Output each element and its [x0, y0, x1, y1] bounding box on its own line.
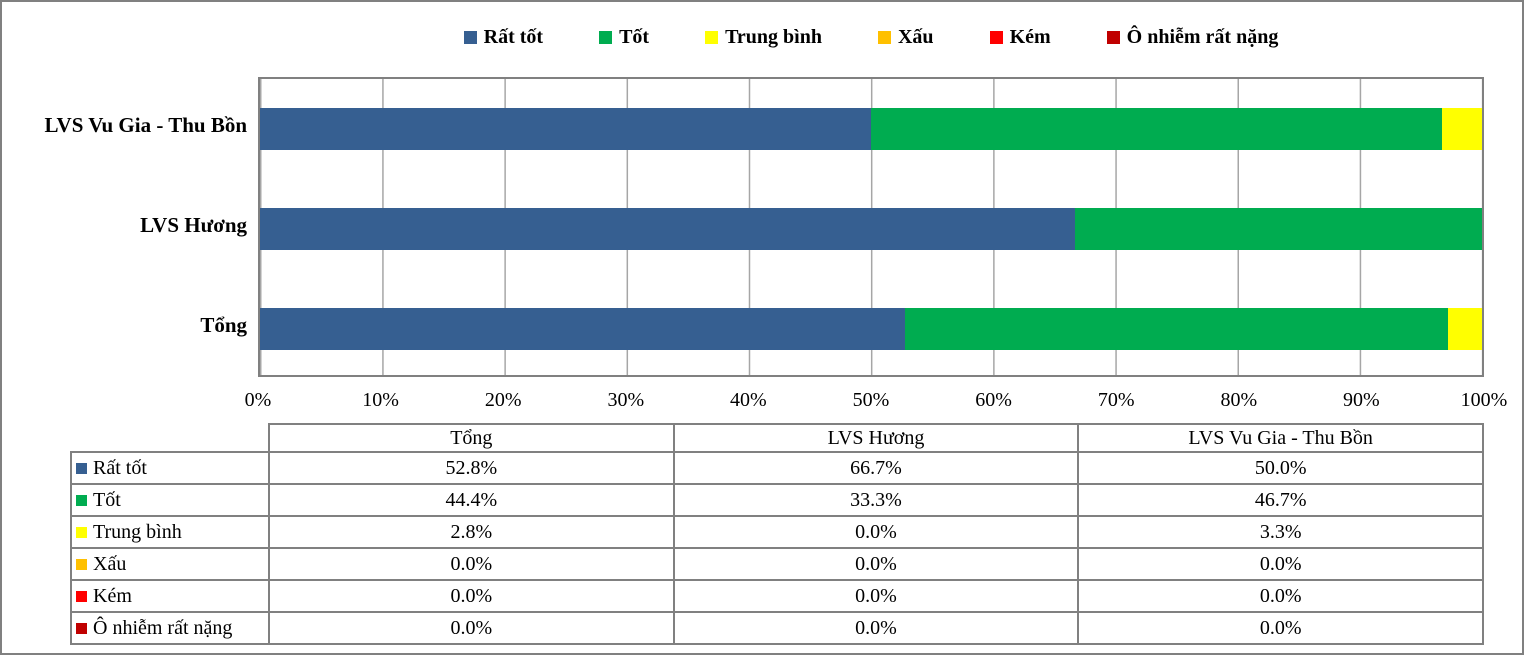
y-category-label: LVS Hương	[140, 213, 247, 237]
x-tick-label: 30%	[607, 389, 645, 411]
table-value-cell: 46.7%	[1077, 483, 1484, 517]
table-value-cell: 0.0%	[268, 579, 675, 613]
x-tick-label: 50%	[852, 389, 890, 411]
plot-area	[258, 77, 1484, 377]
table-value-cell: 0.0%	[672, 579, 1080, 613]
table-row-label-cell: Xấu	[70, 547, 270, 581]
table-header: Tổng LVS Hương LVS Vu Gia - Thu Bồn	[71, 423, 1484, 453]
row-swatch-icon	[76, 622, 87, 634]
table-row: Trung bình 2.8% 0.0% 3.3%	[70, 515, 1484, 549]
table-body: Rất tốt 52.8% 66.7% 50.0% Tốt 44.4% 33.3% 46.7%…	[70, 451, 1484, 645]
bar-segment	[1441, 108, 1482, 150]
table-value-cell: 0.0%	[1077, 611, 1484, 645]
legend-swatch-icon	[463, 31, 477, 44]
chart-legend: Rất tốt Tốt Trung bình Xấu Kém Ô nhiễm rất nặ…	[258, 26, 1484, 49]
bar-segment	[871, 108, 1442, 150]
table-value-cell: 3.3%	[1077, 515, 1484, 549]
row-label: Kém	[93, 584, 132, 607]
row-label: Xấu	[93, 552, 127, 575]
x-tick-label: 70%	[1097, 389, 1135, 411]
table-value-cell: 0.0%	[268, 611, 675, 645]
stacked-bar-1	[260, 208, 1482, 250]
legend-item-4: Kém	[989, 26, 1051, 49]
table-column-header: Tổng	[268, 423, 675, 453]
bar-segment	[1075, 208, 1482, 250]
table-row: Tốt 44.4% 33.3% 46.7%	[70, 483, 1484, 517]
table-row-label-cell: Rất tốt	[70, 451, 270, 485]
bar-segment	[260, 208, 1076, 250]
row-swatch-icon	[76, 526, 87, 538]
table-value-cell: 66.7%	[672, 451, 1080, 485]
x-tick-label: 0%	[244, 389, 272, 411]
legend-swatch-icon	[705, 31, 719, 44]
table-row-label-cell: Tốt	[70, 483, 270, 517]
table-value-cell: 0.0%	[672, 547, 1080, 581]
legend-label: Kém	[1009, 26, 1051, 48]
legend-swatch-icon	[599, 31, 613, 44]
table-value-cell: 0.0%	[672, 515, 1080, 549]
table-value-cell: 0.0%	[1077, 547, 1484, 581]
legend-swatch-icon	[1106, 31, 1120, 44]
row-swatch-icon	[76, 494, 87, 506]
legend-item-3: Xấu	[877, 26, 934, 49]
stacked-bar-0	[260, 108, 1482, 150]
table-value-cell: 0.0%	[1077, 579, 1484, 613]
legend-label: Ô nhiễm rất nặng	[1126, 26, 1279, 48]
table-value-cell: 0.0%	[672, 611, 1080, 645]
table-column-header: LVS Vu Gia - Thu Bồn	[1077, 423, 1484, 453]
y-category-label: Tổng	[200, 313, 247, 337]
x-tick-label: 40%	[730, 389, 767, 411]
x-tick-label: 90%	[1343, 389, 1380, 411]
table-value-cell: 52.8%	[268, 451, 675, 485]
bar-segment	[260, 108, 871, 150]
x-tick-label: 20%	[484, 389, 522, 411]
table-column-header: LVS Hương	[672, 423, 1080, 453]
bar-segment	[1447, 308, 1482, 350]
row-label: Tốt	[93, 488, 121, 511]
table-value-cell: 0.0%	[268, 547, 675, 581]
legend-item-2: Trung bình	[705, 26, 822, 49]
table-value-cell: 2.8%	[268, 515, 675, 549]
x-tick-label: 80%	[1220, 389, 1258, 411]
table-row-label-cell: Kém	[70, 579, 270, 613]
table-header-row: Tổng LVS Hương LVS Vu Gia - Thu Bồn	[71, 423, 1484, 453]
table-row: Ô nhiễm rất nặng 0.0% 0.0% 0.0%	[70, 611, 1484, 645]
row-label: Rất tốt	[93, 456, 147, 479]
legend-item-1: Tốt	[599, 26, 649, 49]
legend-label: Xấu	[897, 26, 934, 48]
chart-data-table: Tổng LVS Hương LVS Vu Gia - Thu Bồn Rất tố…	[70, 423, 1484, 645]
row-label: Trung bình	[93, 520, 182, 543]
row-swatch-icon	[76, 462, 87, 474]
table-value-cell: 44.4%	[268, 483, 675, 517]
x-tick-label: 100%	[1460, 389, 1508, 411]
y-category-label: LVS Vu Gia - Thu Bồn	[44, 113, 247, 137]
table-value-cell: 50.0%	[1077, 451, 1484, 485]
legend-label: Tốt	[619, 26, 650, 48]
legend-item-0: Rất tốt	[463, 26, 544, 49]
table-row: Xấu 0.0% 0.0% 0.0%	[70, 547, 1484, 581]
table-row-label-cell: Ô nhiễm rất nặng	[70, 611, 270, 645]
table-row: Kém 0.0% 0.0% 0.0%	[70, 579, 1484, 613]
legend-swatch-icon	[989, 31, 1003, 44]
bar-segment	[905, 308, 1448, 350]
legend-swatch-icon	[877, 31, 891, 44]
bar-segment	[260, 308, 906, 350]
row-swatch-icon	[76, 558, 87, 570]
legend-label: Rất tốt	[483, 26, 544, 48]
table-value-cell: 33.3%	[672, 483, 1080, 517]
stacked-bar-2	[260, 308, 1482, 350]
x-tick-label: 60%	[975, 389, 1012, 411]
table-row: Rất tốt 52.8% 66.7% 50.0%	[70, 451, 1484, 485]
table-corner-cell	[71, 424, 269, 452]
row-swatch-icon	[76, 590, 87, 602]
x-tick-label: 10%	[362, 389, 399, 411]
table-row-label-cell: Trung bình	[70, 515, 270, 549]
legend-label: Trung bình	[725, 26, 822, 48]
row-label: Ô nhiễm rất nặng	[93, 616, 233, 639]
legend-item-5: Ô nhiễm rất nặng	[1106, 26, 1279, 49]
